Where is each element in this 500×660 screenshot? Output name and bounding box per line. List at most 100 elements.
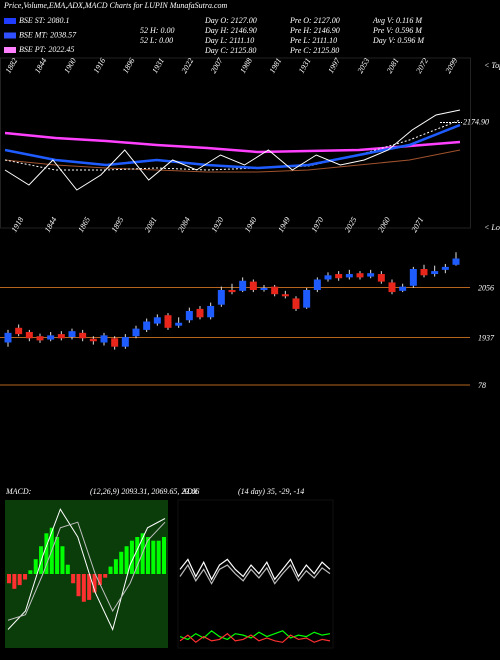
macd-bar (28, 570, 33, 574)
low-label: 2060 (376, 215, 392, 233)
macd-bar (135, 537, 140, 574)
low-label: 2071 (410, 215, 426, 233)
top-label: 1916 (92, 56, 108, 74)
candle-body (57, 334, 65, 339)
candle-body (36, 336, 44, 341)
candle-body (153, 317, 161, 324)
candle-body (185, 311, 193, 321)
candle-body (132, 328, 140, 337)
macd-bar (60, 546, 65, 574)
macd-line (7, 508, 166, 631)
legend-swatch (4, 18, 16, 24)
macd-bar (156, 540, 161, 574)
macd-bar (44, 533, 49, 574)
low-label: 1940 (243, 215, 259, 233)
macd-bar (12, 574, 17, 589)
adx-params: (14 day) 35, -29, -14 (238, 487, 304, 496)
ema-line (4, 123, 461, 170)
top-label: 1981 (268, 56, 284, 74)
candle-body (388, 282, 396, 293)
adx-line (179, 558, 331, 581)
candle-body (143, 321, 151, 330)
candle-body (324, 275, 332, 280)
candle-body (89, 338, 97, 342)
top-label: 1931 (297, 56, 313, 74)
ema-line (4, 131, 461, 154)
ema-line (4, 109, 461, 191)
candle-body (175, 322, 183, 326)
top-label: 1844 (33, 56, 49, 74)
macd-bar (65, 564, 70, 574)
top-label: 2053 (356, 56, 372, 74)
level-label: 2056 (478, 283, 494, 292)
stat: Day L: 2111.10 (204, 36, 254, 45)
ema-line (4, 119, 461, 171)
candle-body (100, 335, 108, 343)
stat: Day O: 2127.00 (204, 16, 257, 25)
candle-body (217, 290, 225, 305)
top-label: 1896 (121, 56, 137, 74)
top-label: 2022 (180, 56, 196, 74)
top-label: 1882 (4, 56, 20, 74)
low-label: 1920 (210, 215, 226, 233)
stat: Pre C: 2125.80 (289, 46, 339, 55)
candle-body (25, 332, 33, 339)
candle-body (47, 335, 55, 340)
macd-bar (97, 574, 102, 586)
macd-bar (119, 551, 124, 574)
macd-bar (108, 566, 113, 574)
candle-body (207, 305, 215, 318)
title: Price,Volume,EMA,ADX,MACD Charts for LUP… (3, 1, 228, 10)
legend-label: BSE PT: 2022.45 (19, 45, 74, 54)
macd-bar (124, 546, 129, 574)
stat: Day C: 2125.80 (204, 46, 256, 55)
candle-body (68, 331, 76, 338)
panel-border (0, 57, 471, 229)
candle-body (121, 337, 129, 347)
candle-body (303, 290, 311, 308)
candle-body (271, 286, 279, 295)
macd-bar (76, 574, 81, 597)
macd-bar (7, 574, 11, 584)
top-label: 1988 (238, 56, 254, 74)
candle-body (452, 258, 460, 265)
macd-params: (12,26,9) 2093.31, 2069.65, 23.66 (90, 487, 199, 496)
macd-bar (81, 574, 86, 602)
candle-body (239, 280, 247, 291)
candle-body (399, 286, 407, 291)
macd-bar (92, 574, 97, 593)
candle-body (164, 315, 172, 328)
low-label: 2084 (176, 215, 192, 233)
candle-body (228, 290, 236, 293)
macd-label: MACD: (5, 487, 32, 496)
macd-bar (23, 574, 28, 580)
candle-body (292, 298, 300, 309)
adx-line (179, 563, 331, 585)
stat: Pre O: 2127.00 (289, 16, 340, 25)
candle-body (409, 269, 417, 286)
lows-label: < Lows (484, 223, 500, 232)
top-label: 2099 (444, 56, 460, 74)
candle-body (441, 266, 449, 270)
legend-label: BSE ST: 2080.1 (19, 16, 69, 25)
stat: 52 L: 0.00 (140, 36, 173, 45)
low-label: 1844 (43, 215, 59, 233)
stat: Pre H: 2146.90 (289, 26, 340, 35)
level-label: 78 (478, 381, 486, 390)
candle-body (420, 269, 428, 276)
top-label: 1931 (150, 56, 166, 74)
low-label: 2025 (343, 215, 359, 233)
ema-line (4, 149, 461, 173)
legend-label: BSE MT: 2038.57 (19, 30, 77, 39)
macd-bar (17, 574, 22, 586)
candle-body (356, 273, 364, 278)
candle-body (367, 273, 375, 277)
macd-bar (71, 574, 76, 584)
stat: Day H: 2146.90 (204, 26, 257, 35)
macd-bar (145, 537, 150, 574)
candle-body (260, 287, 268, 290)
macd-bar (151, 540, 156, 574)
macd-bar (33, 559, 38, 574)
